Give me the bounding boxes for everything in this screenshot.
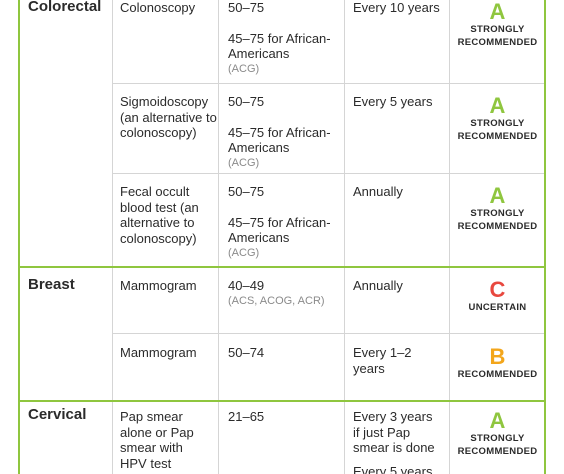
- age-primary: 40–49: [228, 278, 265, 293]
- grade-label: STRONGLY RECOMMENDED: [457, 208, 538, 232]
- grade-label: STRONGLY RECOMMENDED: [457, 118, 538, 142]
- column-divider: [449, 0, 450, 474]
- frequency: Every 5 years: [353, 94, 433, 109]
- test-name: Pap smear alone or Pap smear with HPV te…: [120, 409, 194, 471]
- grade-letter: A: [489, 183, 506, 208]
- age-source: (ACG): [228, 246, 260, 259]
- category-colorectal: Colorectal: [28, 0, 102, 15]
- age-source: (ACG): [228, 156, 260, 169]
- age-source: (ACS, ACOG, ACR): [228, 294, 325, 307]
- test-name: Colonoscopy: [120, 0, 196, 15]
- grade-letter: A: [489, 408, 506, 433]
- age-range: 50–75 45–75 for African-Americans (ACG): [228, 0, 343, 76]
- grade-letter: A: [489, 0, 506, 24]
- frequency: Annually: [353, 184, 403, 199]
- grade-badge: A STRONGLY RECOMMENDED: [450, 185, 545, 233]
- age-range: 40–49 (ACS, ACOG, ACR): [228, 278, 343, 308]
- grade-label: STRONGLY RECOMMENDED: [457, 24, 538, 48]
- grade-badge: A STRONGLY RECOMMENDED: [450, 95, 545, 143]
- grade-badge: A STRONGLY RECOMMENDED: [450, 410, 545, 458]
- grade-letter: A: [489, 93, 506, 118]
- frequency: Every 3 years if just Pap smear is done …: [353, 409, 441, 474]
- age-primary: 50–75: [228, 94, 265, 109]
- age-primary: 50–75: [228, 184, 265, 199]
- test-name: Mammogram: [120, 278, 197, 293]
- frequency-primary: Every 3 years if just Pap smear is done: [353, 409, 435, 455]
- age-primary: 50–74: [228, 345, 265, 360]
- row-divider: [113, 83, 544, 84]
- category-breast: Breast: [28, 276, 75, 293]
- group-divider: [18, 266, 546, 268]
- column-divider: [218, 0, 219, 474]
- group-divider: [18, 400, 546, 402]
- age-alternate: 45–75 for African-Americans: [228, 124, 331, 156]
- grade-label: UNCERTAIN: [468, 302, 527, 313]
- test-name: Fecal occult blood test (an alternative …: [120, 184, 199, 246]
- grade-badge: A STRONGLY RECOMMENDED: [450, 1, 545, 49]
- grade-badge: C UNCERTAIN: [450, 279, 545, 314]
- age-range: 50–75 45–75 for African-Americans (ACG): [228, 94, 343, 170]
- age-alternate: 45–75 for African-Americans: [228, 30, 331, 62]
- grade-label: STRONGLY RECOMMENDED: [457, 433, 538, 457]
- age-primary: 21–65: [228, 409, 265, 424]
- grade-badge: B RECOMMENDED: [450, 346, 545, 381]
- grade-label: RECOMMENDED: [457, 369, 538, 380]
- frequency: Every 10 years: [353, 0, 440, 15]
- row-divider: [113, 173, 544, 174]
- age-range: 50–75 45–75 for African-Americans (ACG): [228, 184, 343, 260]
- test-name: Mammogram: [120, 345, 197, 360]
- table-left-border: [18, 0, 20, 474]
- grade-letter: B: [489, 344, 506, 369]
- age-source: (ACG): [228, 62, 260, 75]
- table-right-border: [544, 0, 546, 474]
- column-divider: [344, 0, 345, 474]
- frequency: Annually: [353, 278, 403, 293]
- age-primary: 50–75: [228, 0, 265, 15]
- grade-letter: C: [489, 277, 506, 302]
- row-divider: [113, 333, 544, 334]
- frequency-alternate: Every 5 years: [353, 463, 433, 474]
- category-cervical: Cervical: [28, 406, 87, 423]
- age-alternate: 45–75 for African-Americans: [228, 214, 331, 246]
- column-divider: [112, 0, 113, 474]
- age-range: 50–74: [228, 345, 343, 361]
- test-name: Sigmoidoscopy (an alternative to colonos…: [120, 94, 217, 140]
- age-range: 21–65: [228, 409, 343, 425]
- frequency: Every 1–2 years: [353, 345, 412, 376]
